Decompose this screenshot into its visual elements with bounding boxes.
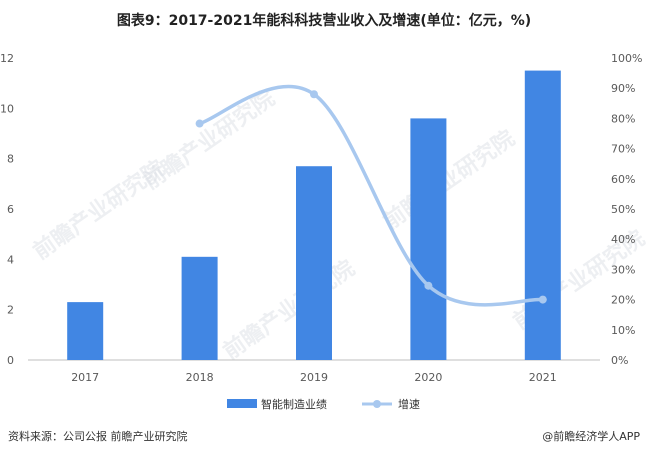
legend: 智能制造业绩 增速 xyxy=(227,397,420,411)
growth-line xyxy=(197,84,545,307)
bar xyxy=(524,70,561,360)
right-tick-label: 60% xyxy=(611,173,635,186)
growth-point xyxy=(424,281,433,290)
left-tick-label: 12 xyxy=(0,52,14,65)
right-tick-label: 80% xyxy=(611,112,635,125)
right-tick-label: 0% xyxy=(611,354,628,367)
right-tick-label: 50% xyxy=(611,203,635,216)
x-tick-label: 2018 xyxy=(186,371,214,384)
left-tick-label: 10 xyxy=(0,102,14,115)
x-tick-label: 2021 xyxy=(529,371,557,384)
bar xyxy=(296,166,332,360)
x-axis: 2017 2018 2019 2020 2021 xyxy=(71,371,557,384)
growth-point xyxy=(538,295,547,304)
bar xyxy=(410,118,447,361)
watermark-text: 前瞻产业研究院 xyxy=(219,255,360,365)
left-axis: 0 2 4 6 8 10 12 xyxy=(0,52,14,367)
right-tick-label: 20% xyxy=(611,294,635,307)
right-tick-label: 40% xyxy=(611,233,635,246)
chart-title: 图表9：2017-2021年能科科技营业收入及增速(单位：亿元，%) xyxy=(116,13,532,29)
right-tick-label: 70% xyxy=(611,143,635,156)
right-tick-label: 30% xyxy=(611,263,635,276)
left-tick-label: 0 xyxy=(7,354,14,367)
left-tick-label: 8 xyxy=(7,153,14,166)
legend-line-marker xyxy=(373,400,381,408)
x-tick-label: 2020 xyxy=(414,371,442,384)
x-tick-label: 2017 xyxy=(71,371,99,384)
bar xyxy=(67,302,104,360)
watermark-text: 前瞻产业研究院 xyxy=(29,155,170,265)
left-tick-label: 2 xyxy=(7,304,14,317)
growth-point xyxy=(195,119,204,128)
legend-bar-swatch xyxy=(227,399,257,408)
watermark-text: 前瞻产业研究院 xyxy=(379,125,520,235)
right-axis: 0% 10% 20% 30% 40% 50% 60% 70% 80% 90% 100% xyxy=(611,52,642,367)
left-tick-label: 6 xyxy=(7,203,14,216)
bar-series xyxy=(67,70,561,361)
growth-point xyxy=(310,90,318,99)
line-series xyxy=(195,84,547,307)
x-tick-label: 2019 xyxy=(300,371,328,384)
right-tick-label: 90% xyxy=(611,82,635,95)
legend-bar-label: 智能制造业绩 xyxy=(261,397,327,411)
right-tick-label: 100% xyxy=(611,52,642,65)
bar xyxy=(181,256,218,360)
right-tick-label: 10% xyxy=(611,324,635,337)
legend-line-label: 增速 xyxy=(398,397,420,411)
left-tick-label: 4 xyxy=(7,253,14,266)
brand-note: @前瞻经济学人APP xyxy=(542,430,640,443)
source-note: 资料来源：公司公报 前瞻产业研究院 xyxy=(8,430,188,443)
